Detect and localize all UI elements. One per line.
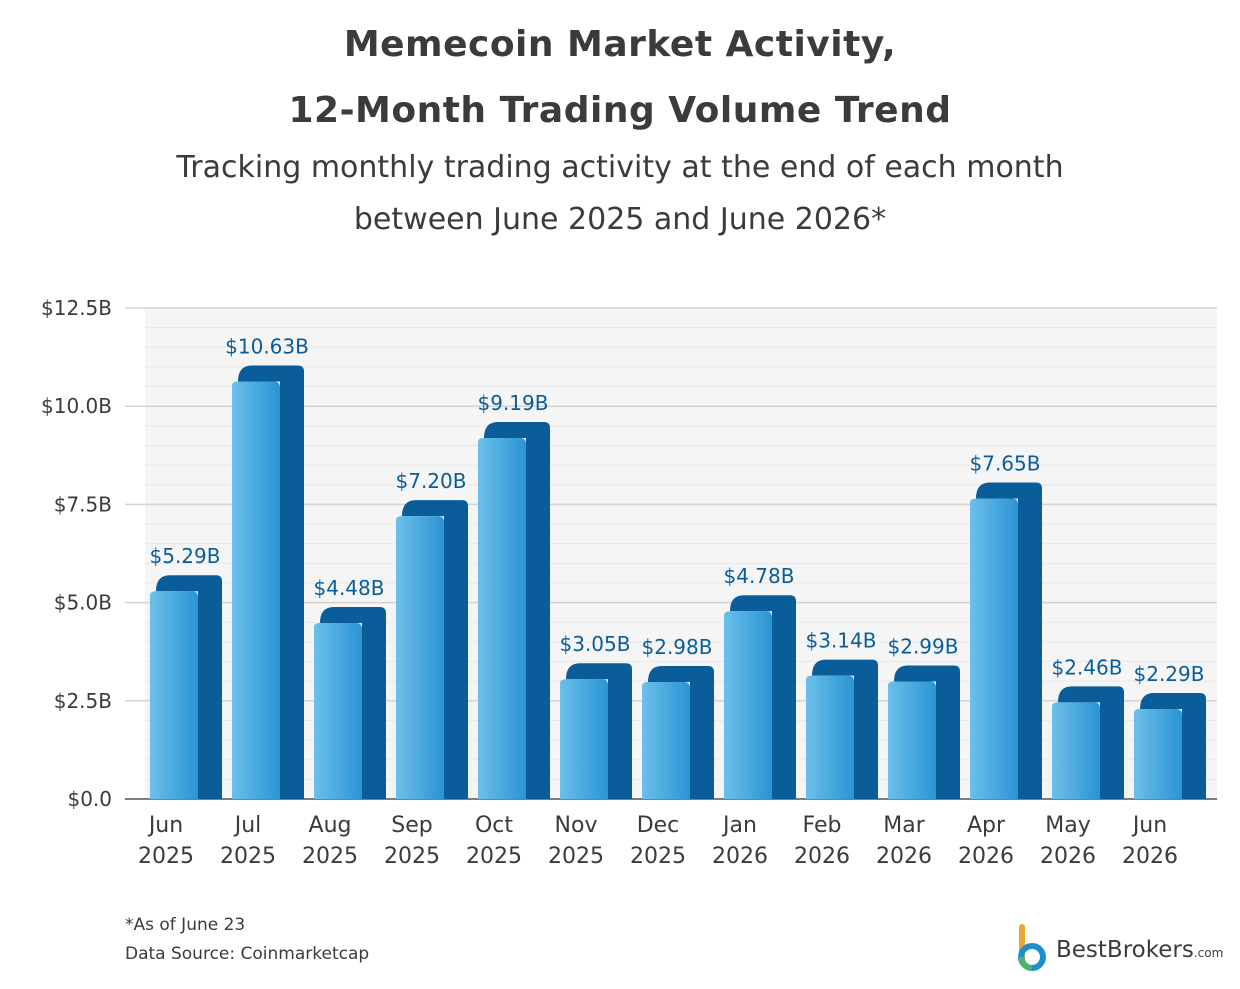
- data-label: $3.05B: [560, 632, 631, 656]
- bar-front: [150, 591, 198, 799]
- data-label: $7.65B: [970, 452, 1041, 476]
- chart-subtitle-line-1: Tracking monthly trading activity at the…: [176, 150, 1064, 185]
- bar: [478, 422, 550, 799]
- x-tick-label-year: 2026: [876, 844, 932, 869]
- chart-title-line-1: Memecoin Market Activity,: [343, 24, 897, 65]
- data-label: $3.14B: [806, 629, 877, 653]
- x-tick-label-month: Nov: [555, 813, 598, 838]
- bars-group: [150, 365, 1206, 799]
- x-tick-label-month: Sep: [391, 813, 432, 838]
- bar-front: [232, 381, 280, 799]
- bar-side: [812, 659, 878, 799]
- bar-side: [320, 607, 386, 799]
- bar-front: [478, 438, 526, 799]
- y-tick-label: $2.5B: [54, 689, 112, 713]
- x-tick-label-year: 2026: [712, 844, 768, 869]
- bar: [314, 607, 386, 799]
- data-label: $2.29B: [1134, 662, 1205, 686]
- chart-title-line-2: 12-Month Trading Volume Trend: [288, 90, 952, 131]
- bar-front: [888, 681, 936, 799]
- x-tick-label-year: 2026: [958, 844, 1014, 869]
- bar-front: [560, 679, 608, 799]
- y-tick-label: $10.0B: [41, 394, 112, 418]
- x-tick-label-month: Dec: [637, 813, 680, 838]
- y-tick-label: $7.5B: [54, 492, 112, 516]
- data-label: $7.20B: [396, 469, 467, 493]
- x-tick-label-month: Jun: [1131, 813, 1167, 838]
- data-label: $2.46B: [1052, 655, 1123, 679]
- bar-front: [806, 675, 854, 799]
- bar: [1134, 693, 1206, 799]
- x-tick-label-year: 2025: [548, 844, 604, 869]
- x-tick-label-year: 2025: [220, 844, 276, 869]
- x-tick-label-year: 2025: [138, 844, 194, 869]
- y-tick-label: $5.0B: [54, 591, 112, 615]
- x-tick-label-year: 2025: [384, 844, 440, 869]
- bar-side: [484, 422, 550, 799]
- bar-side: [1058, 686, 1124, 799]
- logo-name: BestBrokers: [1056, 937, 1194, 963]
- x-tick-label-year: 2025: [302, 844, 358, 869]
- bar: [1052, 686, 1124, 799]
- data-label: $2.98B: [642, 635, 713, 659]
- bar: [806, 659, 878, 799]
- bar-front: [642, 681, 690, 799]
- logo-text: BestBrokers.com: [1056, 937, 1223, 963]
- bar-front: [970, 498, 1018, 799]
- bar-side: [238, 365, 304, 799]
- x-tick-label-month: Jan: [721, 813, 757, 838]
- bar-side: [156, 575, 222, 799]
- bar-side: [730, 595, 796, 799]
- data-label: $5.29B: [150, 544, 221, 568]
- x-tick-label-month: Aug: [309, 813, 352, 838]
- data-label: $4.78B: [724, 564, 795, 588]
- bar-side: [976, 482, 1042, 799]
- y-tick-label: $12.5B: [41, 296, 112, 320]
- bar-side: [402, 500, 468, 799]
- x-tick-label-month: Mar: [883, 813, 925, 838]
- data-label: $2.99B: [888, 635, 959, 659]
- bar: [150, 575, 222, 799]
- x-tick-label-year: 2025: [630, 844, 686, 869]
- x-tick-label-year: 2026: [794, 844, 850, 869]
- y-tick-label: $0.0: [67, 787, 112, 811]
- chart-subtitle-line-2: between June 2025 and June 2026*: [353, 202, 887, 237]
- bar: [232, 365, 304, 799]
- x-tick-label-year: 2026: [1122, 844, 1178, 869]
- data-label: $9.19B: [478, 391, 549, 415]
- x-tick-label-year: 2025: [466, 844, 522, 869]
- data-label: $10.63B: [225, 334, 309, 358]
- x-tick-label-month: May: [1045, 813, 1090, 838]
- bestbrokers-logo[interactable]: BestBrokers.com: [1012, 923, 1227, 973]
- bar: [560, 663, 632, 799]
- bar: [888, 665, 960, 799]
- labels-group: $5.29B Jun 2025 $10.63B Jul 2025 $4.48B Aug 2025…: [138, 334, 1204, 869]
- bar: [642, 665, 714, 799]
- bar-side: [648, 665, 714, 799]
- bar-front: [1134, 709, 1182, 799]
- x-tick-label-month: Apr: [967, 813, 1006, 838]
- bar-side: [894, 665, 960, 799]
- x-tick-label-month: Jun: [147, 813, 183, 838]
- logo-suffix: .com: [1193, 946, 1224, 960]
- data-label: $4.48B: [314, 576, 385, 600]
- bestbrokers-logo-icon: [1018, 924, 1046, 972]
- x-tick-label-month: Oct: [475, 813, 513, 838]
- bar-front: [724, 611, 772, 799]
- bar: [396, 500, 468, 799]
- data-source: Data Source: Coinmarketcap: [125, 944, 370, 964]
- footnote: *As of June 23: [125, 915, 246, 935]
- bar-front: [396, 516, 444, 799]
- x-tick-label-year: 2026: [1040, 844, 1096, 869]
- bar: [724, 595, 796, 799]
- bar-front: [314, 623, 362, 799]
- x-tick-label-month: Jul: [233, 813, 262, 838]
- bar-front: [1052, 702, 1100, 799]
- bar: [970, 482, 1042, 799]
- bar-side: [1140, 693, 1206, 799]
- bar-side: [566, 663, 632, 799]
- x-tick-label-month: Feb: [803, 813, 842, 838]
